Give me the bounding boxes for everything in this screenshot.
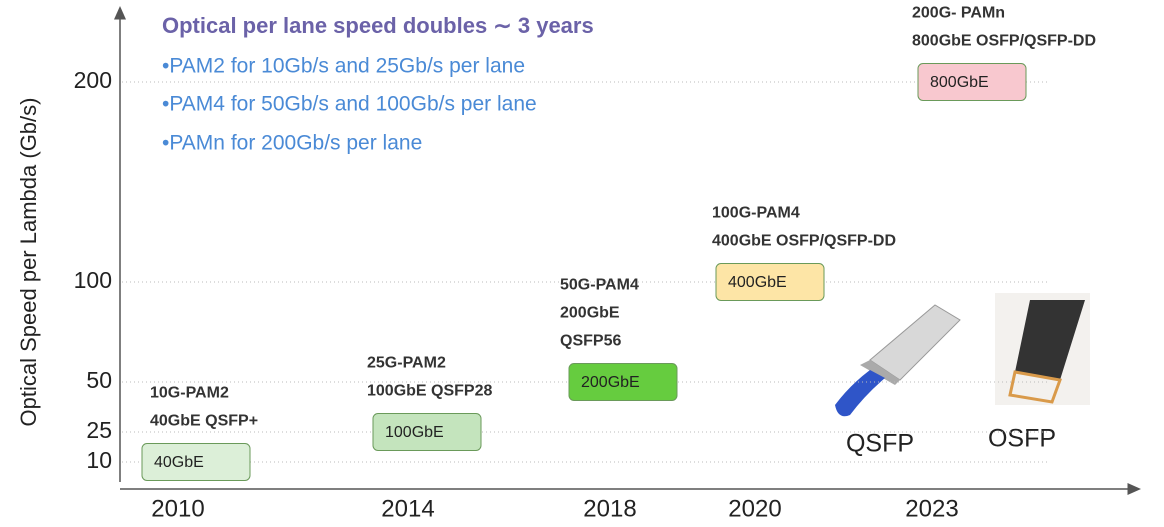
speed-box (568, 363, 678, 401)
speed-box (715, 263, 825, 301)
annotation: 50G-PAM4 (560, 277, 639, 294)
y-tick-label: 50 (86, 367, 112, 393)
annotation: 200GbE (560, 305, 620, 322)
speed-box (372, 413, 482, 451)
annotation: 40GbE QSFP+ (150, 413, 258, 430)
note: •PAM2 for 10Gb/s and 25Gb/s per lane (162, 55, 525, 78)
x-tick-label: 2020 (728, 495, 781, 522)
annotation: 25G-PAM2 (367, 355, 446, 372)
annotation: QSFP56 (560, 333, 621, 350)
annotation: 100G-PAM4 (712, 205, 800, 222)
speed-box (141, 443, 251, 481)
chart-title: Optical per lane speed doubles ∼ 3 years (162, 13, 594, 38)
module-label: QSFP (846, 430, 914, 458)
note: •PAMn for 200Gb/s per lane (162, 132, 422, 155)
qsfp-image (835, 304, 961, 417)
box-label: 100GbE (385, 424, 444, 441)
y-tick-label: 200 (74, 67, 112, 93)
x-tick-label: 2010 (151, 495, 204, 522)
annotation: 100GbE QSFP28 (367, 383, 492, 400)
x-tick-label: 2014 (381, 495, 434, 522)
annotation: 800GbE OSFP/QSFP-DD (912, 33, 1096, 50)
osfp-image (995, 293, 1090, 405)
annotation: 10G-PAM2 (150, 385, 229, 402)
y-tick-label: 10 (86, 447, 112, 473)
box-label: 40GbE (154, 454, 204, 471)
y-tick-label: 100 (74, 267, 112, 293)
box-label: 200GbE (581, 374, 640, 391)
x-tick-label: 2023 (905, 495, 958, 522)
box-label: 800GbE (930, 74, 989, 91)
y-tick-label: 25 (86, 417, 112, 443)
note: •PAM4 for 50Gb/s and 100Gb/s per lane (162, 93, 537, 116)
y-axis-label: Optical Speed per Lambda (Gb/s) (16, 98, 41, 427)
box-label: 400GbE (728, 274, 787, 291)
x-tick-label: 2018 (583, 495, 636, 522)
speed-box (917, 63, 1027, 101)
annotation: 400GbE OSFP/QSFP-DD (712, 233, 896, 250)
module-label: OSFP (988, 425, 1056, 453)
annotation: 200G- PAMn (912, 5, 1005, 22)
